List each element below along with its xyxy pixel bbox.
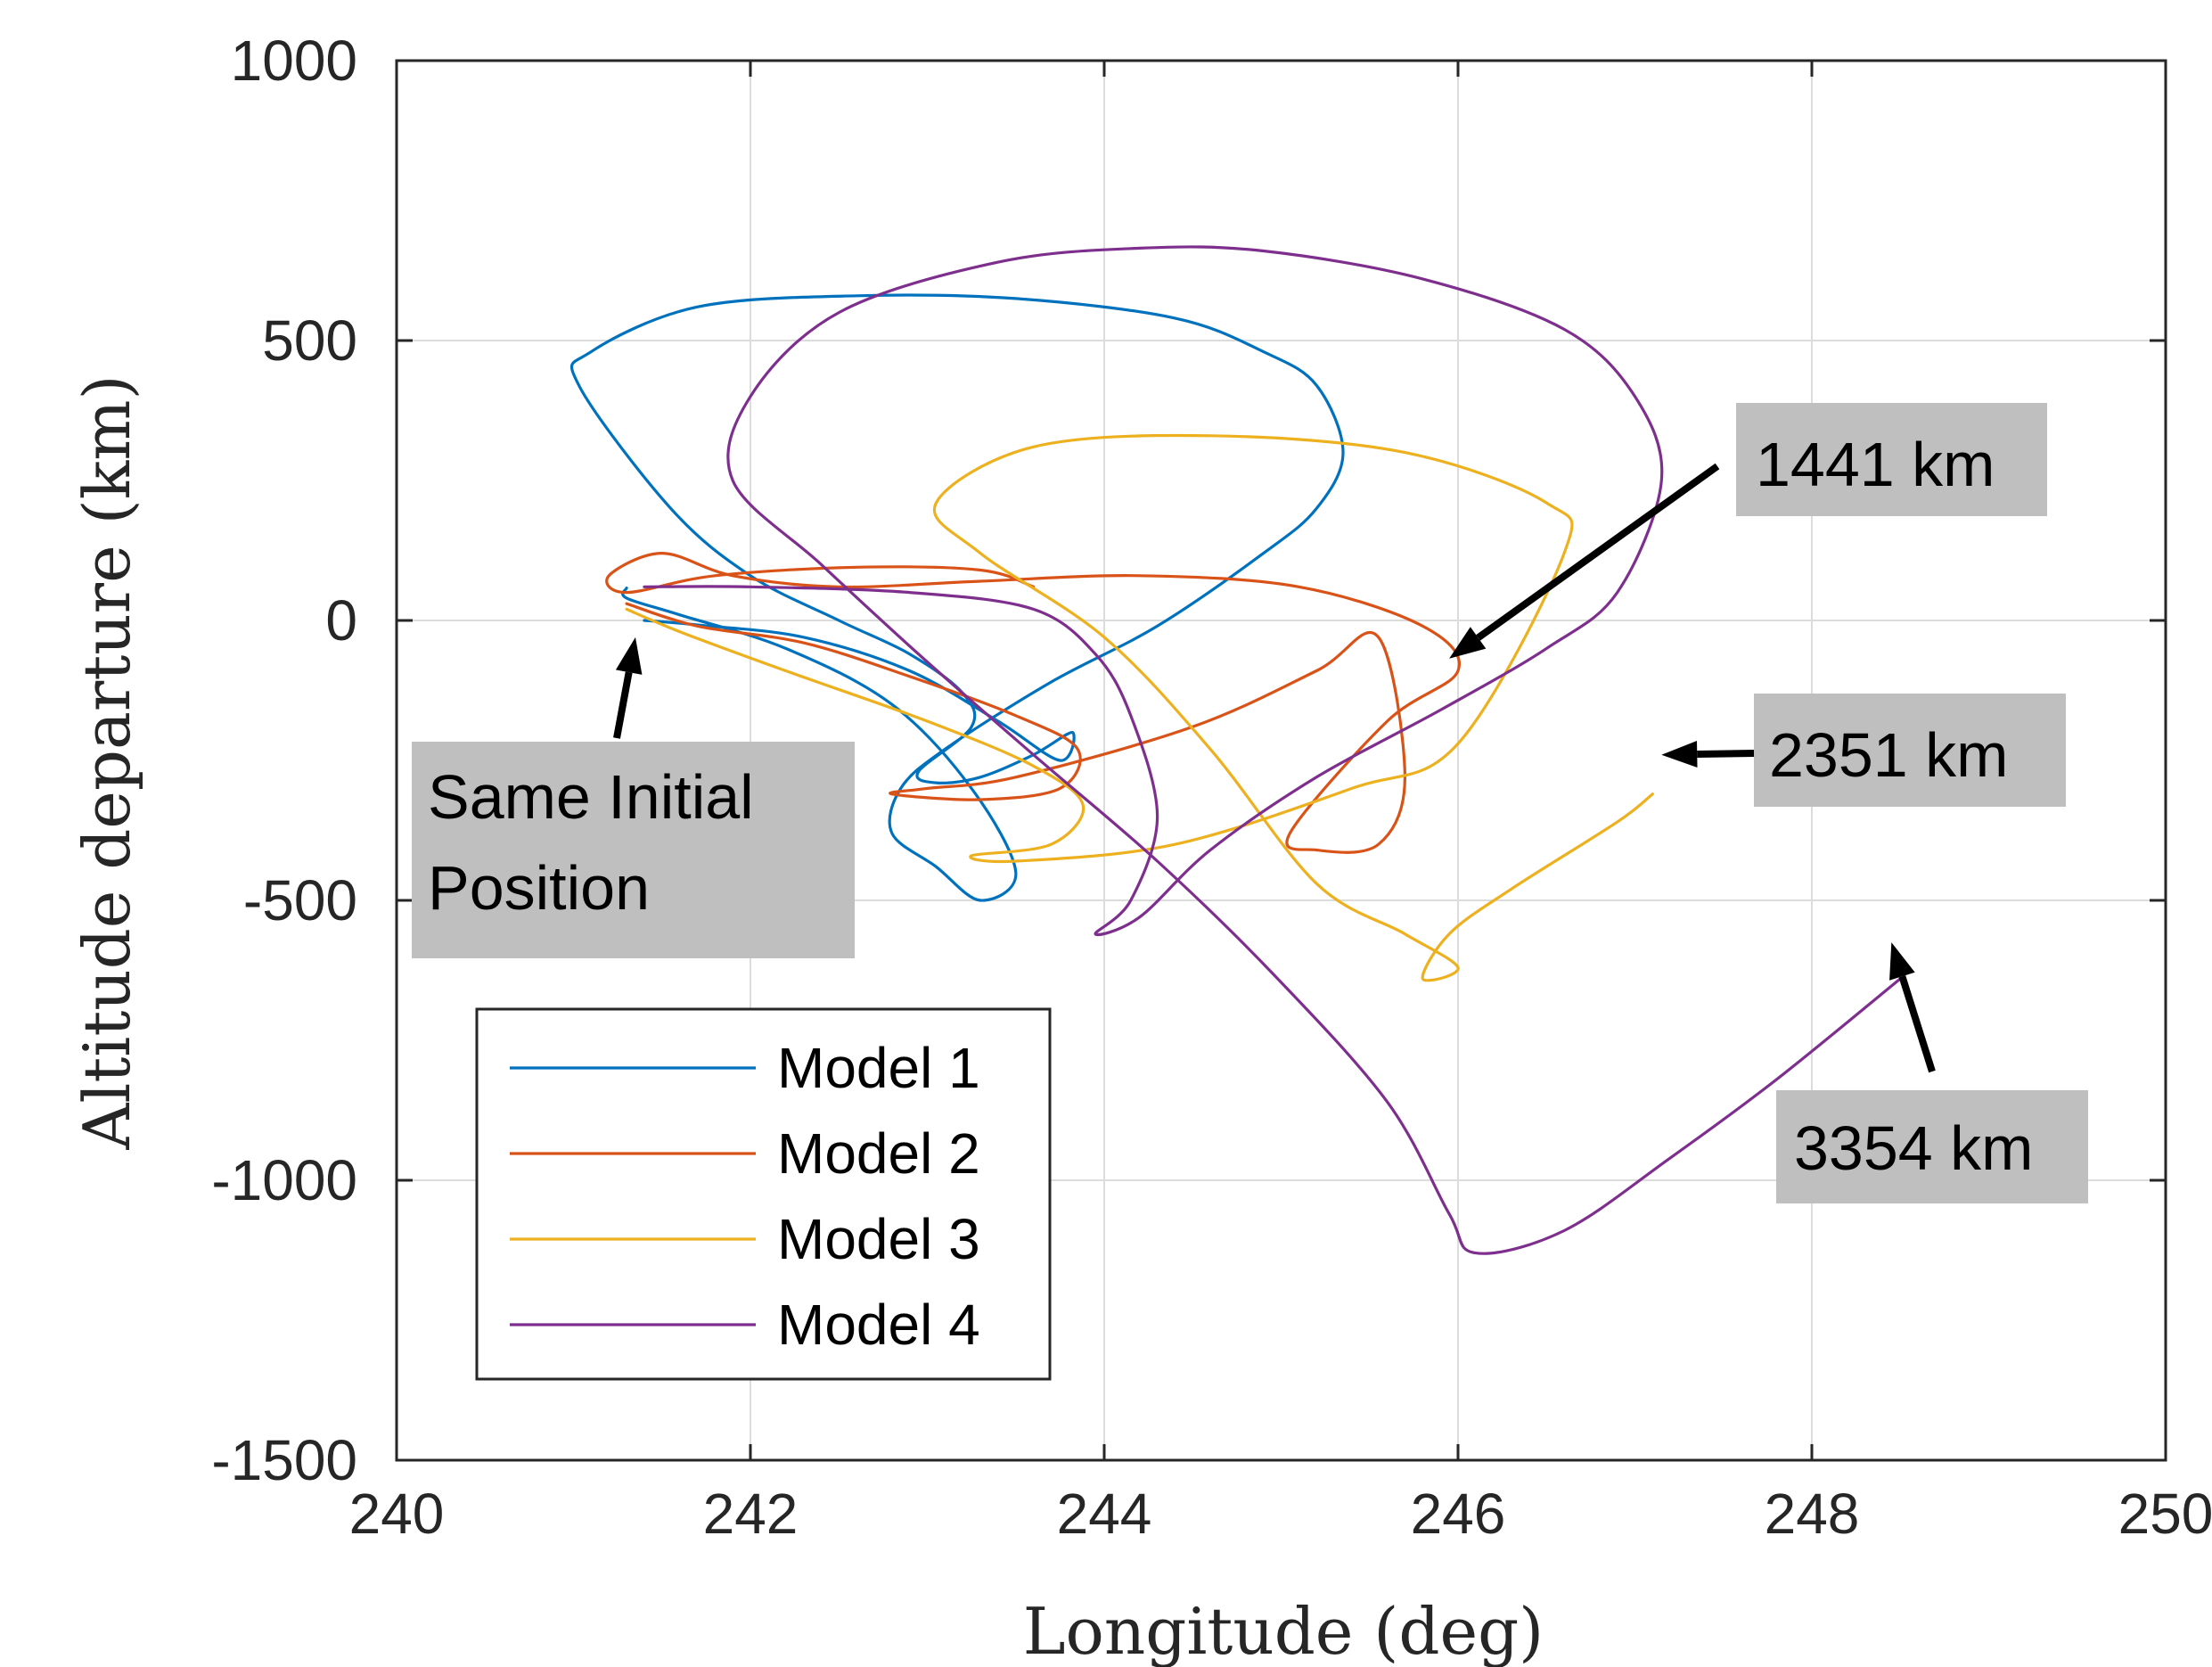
- series-line-model-4: [643, 245, 1902, 1255]
- annotation-2: 2351 km: [1661, 694, 2066, 807]
- annotation-text: 3354 km: [1794, 1113, 2033, 1183]
- legend-label-model-1: Model 1: [777, 1036, 980, 1100]
- y-tick-label: -500: [243, 868, 357, 932]
- annotation-arrow-shaft: [1898, 975, 1936, 1073]
- legend-label-model-2: Model 2: [777, 1121, 980, 1186]
- legend-label-model-3: Model 3: [777, 1207, 980, 1271]
- annotation-box: [1776, 1090, 2088, 1203]
- x-tick-label: 244: [1057, 1482, 1152, 1546]
- x-tick-label: 248: [1765, 1482, 1860, 1546]
- legend-label-model-4: Model 4: [777, 1293, 980, 1357]
- x-tick-label: 240: [349, 1482, 445, 1546]
- annotation-arrow-head: [1661, 741, 1698, 768]
- annotation-arrow-shaft: [613, 671, 633, 739]
- annotation-arrow-head: [615, 636, 643, 675]
- annotation-4: Same Initial Position: [412, 636, 855, 958]
- annotation-arrow-head: [1449, 627, 1487, 659]
- annotation-arrow-head: [1889, 942, 1915, 981]
- annotation-box: [1754, 694, 2066, 807]
- x-tick-label: 246: [1411, 1482, 1506, 1546]
- x-tick-label: 242: [703, 1482, 799, 1546]
- tick-labels: 240 242 244 246 248 250 -1500 -1000 -500 0 500 1000: [211, 29, 2212, 1546]
- legend-box: [475, 1007, 1052, 1381]
- series-line-model-3: [625, 433, 1654, 982]
- annotation-text: 2351 km: [1769, 720, 2008, 790]
- annotation-1: 1441 km: [1449, 403, 2047, 659]
- annotations: 1441 km 2351 km 3354 km Same Initial Positio…: [412, 403, 2088, 1203]
- y-tick-label: -1500: [211, 1428, 357, 1492]
- annotation-box: [1736, 403, 2047, 516]
- y-tick-label: 0: [325, 588, 357, 653]
- series-line-model-2: [605, 552, 1461, 854]
- annotation-text-line: Same Initial: [428, 762, 754, 832]
- y-tick-label: 500: [262, 308, 357, 373]
- legend: Model 1 Model 2 Model 3 Model 4: [475, 1007, 1052, 1381]
- ticks: [395, 59, 2167, 1462]
- annotation-box: [412, 742, 855, 958]
- y-tick-label: 1000: [231, 29, 357, 93]
- annotation-text: 1441 km: [1756, 430, 1995, 499]
- annotation-arrow-shaft: [1697, 750, 1755, 759]
- x-axis-title: Longitude (deg): [1023, 1594, 1544, 1667]
- x-tick-label: 250: [2118, 1482, 2212, 1546]
- annotation-text-line: Position: [428, 853, 650, 923]
- annotation-3: 3354 km: [1776, 942, 2088, 1203]
- y-tick-label: -1000: [211, 1148, 357, 1212]
- series-line-model-1: [569, 293, 1345, 902]
- annotation-arrow-shaft: [1476, 463, 1720, 641]
- plot-frame: [395, 59, 2167, 1462]
- y-axis-title: Altitude departure (km): [70, 374, 144, 1150]
- series-lines: [569, 245, 1902, 1255]
